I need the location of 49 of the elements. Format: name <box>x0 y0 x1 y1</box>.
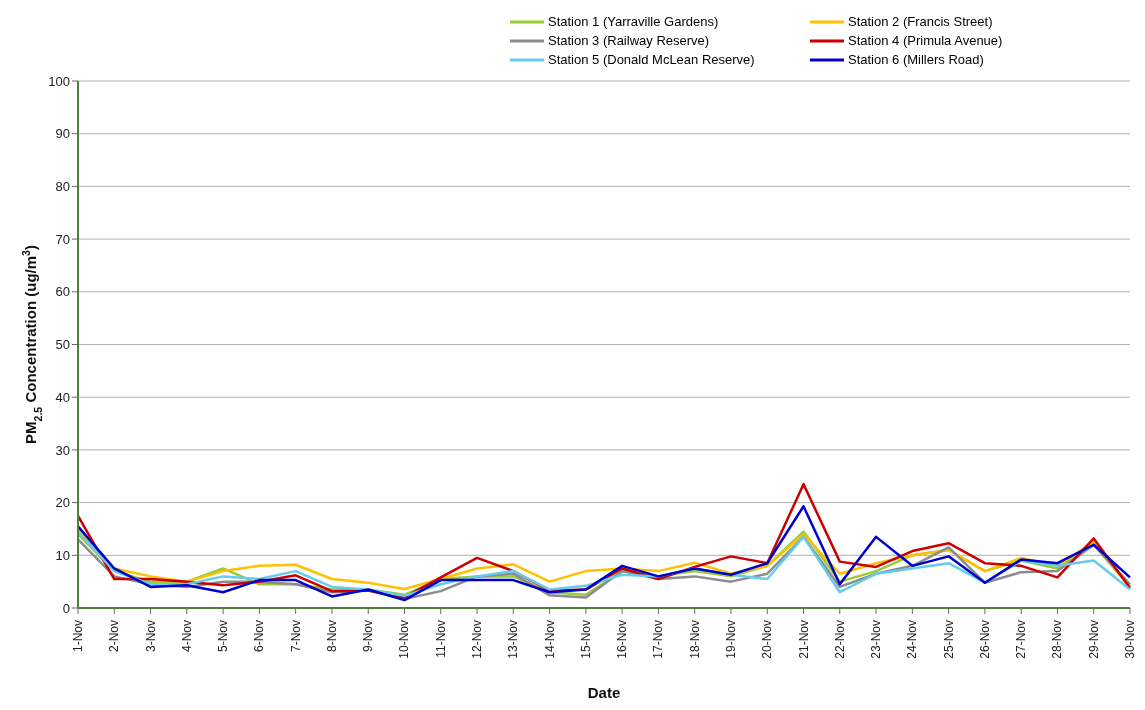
x-tick-label: 21-Nov <box>796 620 811 659</box>
x-tick-label: 10-Nov <box>397 620 412 659</box>
legend-label: Station 6 (Millers Road) <box>848 52 984 67</box>
y-tick-label: 90 <box>55 126 70 142</box>
x-tick-label: 19-Nov <box>723 620 738 659</box>
x-tick-label: 18-Nov <box>687 620 702 659</box>
x-tick-label: 16-Nov <box>615 620 630 659</box>
x-tick-label: 3-Nov <box>143 620 158 653</box>
x-tick-label: 2-Nov <box>107 620 122 653</box>
x-tick-label: 12-Nov <box>470 620 485 659</box>
x-axis-title: Date <box>587 684 621 701</box>
y-tick-label: 70 <box>55 231 70 247</box>
x-tick-label: 20-Nov <box>760 620 775 659</box>
line-series <box>76 505 1132 602</box>
x-tick-label: 27-Nov <box>1014 620 1029 659</box>
x-tick-label: 11-Nov <box>433 620 448 658</box>
x-tick-label: 29-Nov <box>1086 620 1101 659</box>
legend-label: Station 1 (Yarraville Gardens) <box>548 14 719 29</box>
x-tick-label: 9-Nov <box>361 620 376 653</box>
x-tick-label: 7-Nov <box>288 620 303 653</box>
y-tick-label: 40 <box>55 389 70 405</box>
x-tick-label: 17-Nov <box>651 620 666 659</box>
y-tick-label: 30 <box>55 442 70 458</box>
x-tick-label: 22-Nov <box>832 620 847 659</box>
y-tick-label: 50 <box>55 337 70 353</box>
x-tick-label: 6-Nov <box>252 620 267 653</box>
x-tick-label: 4-Nov <box>179 620 194 653</box>
y-tick-label: 20 <box>55 495 70 511</box>
x-tick-label: 25-Nov <box>941 620 956 659</box>
x-tick-label: 5-Nov <box>216 620 231 653</box>
legend-label: Station 3 (Railway Reserve) <box>548 33 710 48</box>
y-tick-label: 0 <box>62 600 70 616</box>
x-tick-label: 1-Nov <box>71 620 85 653</box>
x-tick-label: 15-Nov <box>578 620 593 659</box>
x-tick-label: 26-Nov <box>977 620 992 659</box>
y-tick-label: 10 <box>55 547 70 563</box>
legend-label: Station 5 (Donald McLean Reserve) <box>548 52 755 67</box>
x-tick-label: 28-Nov <box>1050 620 1065 659</box>
x-tick-label: 24-Nov <box>905 620 920 659</box>
x-tick-label: 14-Nov <box>542 620 557 659</box>
y-tick-label: 80 <box>55 179 70 195</box>
x-tick-label: 13-Nov <box>506 620 521 659</box>
legend-label: Station 4 (Primula Avenue) <box>848 33 1003 48</box>
x-tick-label: 8-Nov <box>324 620 339 653</box>
x-tick-label: 30-Nov <box>1123 620 1137 659</box>
y-tick-label: 100 <box>48 73 70 89</box>
legend-label: Station 2 (Francis Street) <box>848 14 993 29</box>
x-tick-label: 23-Nov <box>869 620 884 659</box>
y-tick-label: 60 <box>55 284 70 300</box>
